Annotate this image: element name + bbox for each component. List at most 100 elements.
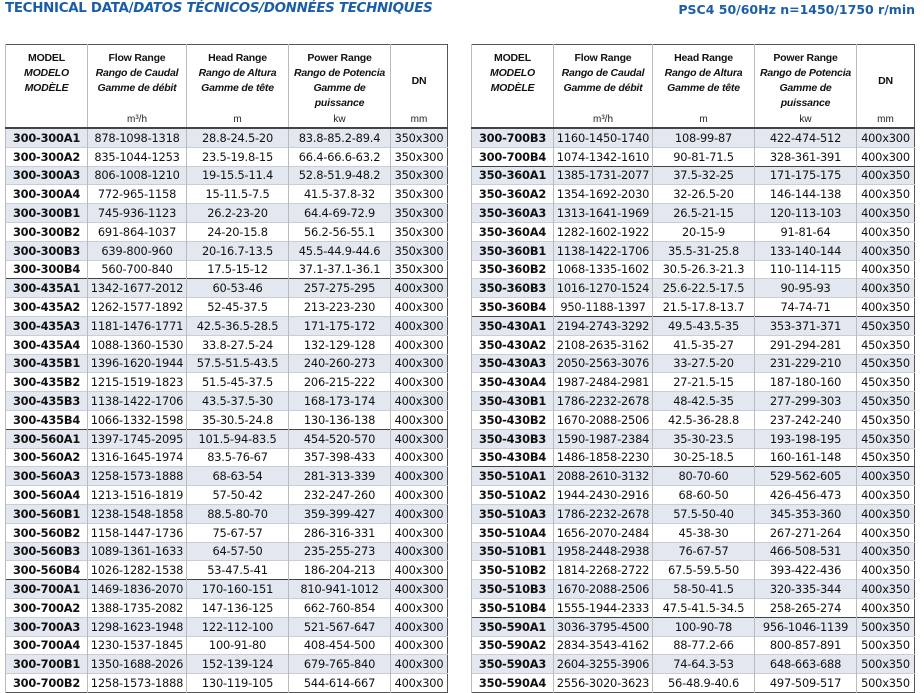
cell-model: 350-510A2 <box>471 485 554 505</box>
table-row: 350-510B3 1670-2088-2506 58-50-41.5 320-335… <box>471 579 915 599</box>
header-label-l3: Gamme de débit <box>97 82 177 94</box>
table-row: 300-700B3 1160-1450-1740 108-99-87 422-474-… <box>471 127 915 148</box>
cell-flow-range: 1397-1745-2095 <box>87 428 187 449</box>
cell-dn: 350x300 <box>390 221 448 242</box>
cell-head-range: 68-60-50 <box>652 485 755 505</box>
cell-model: 300-560B2 <box>5 522 88 543</box>
cell-dn: 400x300 <box>390 466 448 486</box>
cell-dn: 450x350 <box>856 409 915 430</box>
cell-head-range: 67.5-59.5-50 <box>652 560 755 580</box>
cell-head-range: 56-48.9-40.6 <box>652 673 755 693</box>
cell-dn: 400x350 <box>856 259 915 279</box>
table-row: 350-360A2 1354-1692-2030 32-26.5-20 146-144… <box>471 184 915 204</box>
cell-head-range: 122-112-100 <box>186 616 289 637</box>
cell-model: 350-360A4 <box>471 221 554 242</box>
cell-head-range: 17.5-15-12 <box>186 259 289 279</box>
cell-power-range: 353-371-371 <box>754 315 857 336</box>
cell-dn: 450x350 <box>856 353 915 373</box>
cell-model: 300-300B4 <box>5 259 88 279</box>
cell-dn: 400x300 <box>390 353 448 373</box>
cell-power-range: 171-175-172 <box>288 315 391 336</box>
cell-flow-range: 772-965-1158 <box>87 184 187 204</box>
cell-dn: 400x300 <box>390 485 448 505</box>
cell-dn: 400x350 <box>856 597 915 618</box>
cell-dn: 400x300 <box>390 673 448 693</box>
cell-model: 300-700B1 <box>5 654 88 674</box>
cell-head-range: 26.2-23-20 <box>186 203 289 223</box>
cell-dn: 400x350 <box>856 485 915 505</box>
header-power-range: Power Range Rango de Potencia Gamme de pui… <box>288 44 391 111</box>
cell-flow-range: 1944-2430-2916 <box>553 485 653 505</box>
header-power-range: Power Range Rango de Potencia Gamme de pui… <box>754 44 857 111</box>
header-label-l2: MODELO <box>24 67 69 79</box>
header-label-l2: Rango de Altura <box>198 67 277 79</box>
cell-flow-range: 878-1098-1318 <box>87 127 187 148</box>
cell-model: 350-430B4 <box>471 447 554 467</box>
cell-dn: 400x300 <box>390 391 448 411</box>
cell-flow-range: 2108-2635-3162 <box>553 334 653 355</box>
cell-flow-range: 1066-1332-1598 <box>87 409 187 430</box>
cell-power-range: 426-456-473 <box>754 485 857 505</box>
cell-dn: 400x300 <box>390 503 448 524</box>
cell-model: 350-510A4 <box>471 522 554 543</box>
cell-flow-range: 1138-1422-1706 <box>553 240 653 261</box>
cell-model: 350-430B1 <box>471 391 554 411</box>
header-dn: DN <box>856 44 915 111</box>
table-row: 300-435B1 1396-1620-1944 57.5-51.5-43.5 240… <box>5 353 448 373</box>
cell-model: 300-300B2 <box>5 221 88 242</box>
header-label-l3: Gamme de tête <box>667 82 740 94</box>
cell-power-range: 235-255-273 <box>288 541 391 561</box>
cell-head-range: 60-53-46 <box>186 278 289 298</box>
cell-head-range: 80-70-60 <box>652 466 755 486</box>
unit-dn: mm <box>856 111 915 128</box>
cell-power-range: 120-113-103 <box>754 203 857 223</box>
table-row: 350-430A1 2194-2743-3292 49.5-43.5-35 353-3… <box>471 315 915 336</box>
table-row: 350-360B4 950-1188-1397 21.5-17.8-13.7 74-7… <box>471 297 915 317</box>
header-label-l2: Rango de Altura <box>664 67 743 79</box>
cell-model: 300-560B4 <box>5 560 88 580</box>
cell-head-range: 35-30.5-24.8 <box>186 409 289 430</box>
cell-flow-range: 1181-1476-1771 <box>87 315 187 336</box>
table-row: 350-510A2 1944-2430-2916 68-60-50 426-456-4… <box>471 485 915 505</box>
cell-flow-range: 1656-2070-2484 <box>553 522 653 543</box>
cell-power-range: 110-114-115 <box>754 259 857 279</box>
cell-power-range: 74-74-71 <box>754 297 857 317</box>
cell-head-range: 42.5-36.5-28.5 <box>186 315 289 336</box>
cell-dn: 450x350 <box>856 334 915 355</box>
cell-head-range: 48-42.5-35 <box>652 391 755 411</box>
table-row: 350-360A1 1385-1731-2077 37.5-32-25 171-175… <box>471 165 915 185</box>
cell-flow-range: 1026-1282-1538 <box>87 560 187 580</box>
cell-model: 300-700A3 <box>5 616 88 637</box>
cell-power-range: 187-180-160 <box>754 372 857 392</box>
table-row: 350-360B3 1016-1270-1524 25.6-22.5-17.5 90-… <box>471 278 915 298</box>
table-row: 300-560B1 1238-1548-1858 88.5-80-70 359-399… <box>5 503 448 524</box>
cell-model: 350-430A2 <box>471 334 554 355</box>
cell-flow-range: 2050-2563-3076 <box>553 353 653 373</box>
cell-power-range: 257-275-295 <box>288 278 391 298</box>
table-row: 350-590A1 3036-3795-4500 100-90-78 956-1046… <box>471 616 915 637</box>
cell-dn: 350x300 <box>390 165 448 185</box>
cell-head-range: 130-119-105 <box>186 673 289 693</box>
cell-head-range: 75-67-57 <box>186 522 289 543</box>
cell-power-range: 132-129-128 <box>288 334 391 355</box>
cell-model: 300-560B3 <box>5 541 88 561</box>
cell-power-range: 267-271-264 <box>754 522 857 543</box>
cell-model: 300-560A1 <box>5 428 88 449</box>
table-row: 350-430B2 1670-2088-2506 42.5-36-28.8 237-2… <box>471 409 915 430</box>
cell-model: 350-430A4 <box>471 372 554 392</box>
title-french: DONNÉES TECHNIQUES <box>263 1 433 16</box>
cell-head-range: 74-64.3-53 <box>652 654 755 674</box>
cell-head-range: 68-63-54 <box>186 466 289 486</box>
cell-head-range: 25.6-22.5-17.5 <box>652 278 755 298</box>
cell-power-range: 146-144-138 <box>754 184 857 204</box>
cell-head-range: 45-38-30 <box>652 522 755 543</box>
table-row: 300-435A2 1262-1577-1892 52-45-37.5 213-223… <box>5 297 448 317</box>
cell-power-range: 521-567-647 <box>288 616 391 637</box>
cell-model: 350-360A3 <box>471 203 554 223</box>
cell-head-range: 51.5-45-37.5 <box>186 372 289 392</box>
header-label: DN <box>411 74 427 87</box>
cell-model: 350-360B4 <box>471 297 554 317</box>
table-row: 350-430B4 1486-1858-2230 30-25-18.5 160-161… <box>471 447 915 467</box>
cell-power-range: 45.5-44.9-44.6 <box>288 240 391 261</box>
cell-power-range: 130-136-138 <box>288 409 391 430</box>
